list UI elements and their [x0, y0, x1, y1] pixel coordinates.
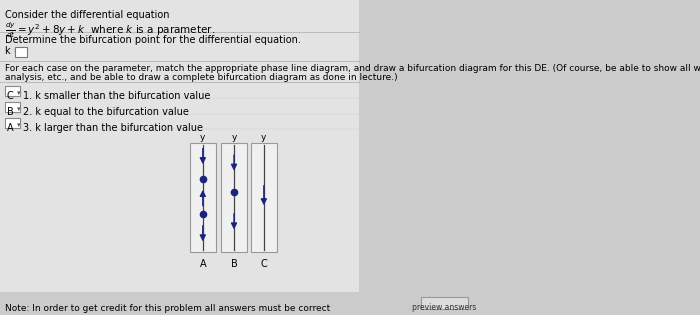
Text: ▾: ▾ — [17, 106, 20, 112]
Text: Note: In order to get credit for this problem all answers must be correct: Note: In order to get credit for this pr… — [6, 305, 330, 313]
Text: Consider the differential equation: Consider the differential equation — [6, 10, 170, 20]
Bar — [6, 102, 20, 112]
Bar — [15, 48, 27, 57]
Text: B: B — [230, 259, 237, 269]
Text: $\frac{dy}{dt} = y^2 + 8y + k$  where $k$ is a parameter.: $\frac{dy}{dt} = y^2 + 8y + k$ where $k$… — [6, 20, 216, 40]
Text: A: A — [199, 259, 206, 269]
Text: ▾: ▾ — [17, 90, 20, 96]
Bar — [6, 117, 20, 128]
Text: For each case on the parameter, match the appropriate phase line diagram, and dr: For each case on the parameter, match th… — [6, 64, 700, 73]
Text: y: y — [231, 133, 237, 142]
Bar — [221, 143, 247, 252]
Text: ▾: ▾ — [17, 122, 20, 128]
Text: 3. k larger than the bifurcation value: 3. k larger than the bifurcation value — [23, 123, 203, 133]
Text: 1. k smaller than the bifurcation value: 1. k smaller than the bifurcation value — [23, 91, 211, 101]
Text: preview answers: preview answers — [412, 303, 477, 312]
Bar — [6, 86, 20, 96]
Bar — [421, 296, 468, 309]
Text: y: y — [261, 133, 267, 142]
Text: A: A — [7, 123, 13, 133]
Text: C: C — [7, 91, 13, 101]
Text: 2. k equal to the bifurcation value: 2. k equal to the bifurcation value — [23, 107, 189, 117]
Bar — [190, 143, 216, 252]
Bar — [251, 143, 276, 252]
Text: y: y — [200, 133, 206, 142]
Text: B: B — [7, 107, 13, 117]
Text: analysis, etc., and be able to draw a complete bifurcation diagram as done in le: analysis, etc., and be able to draw a co… — [6, 73, 398, 82]
Bar — [0, 0, 360, 292]
Text: C: C — [260, 259, 267, 269]
Text: k =: k = — [6, 46, 22, 56]
Text: Determine the bifurcation point for the differential equation.: Determine the bifurcation point for the … — [6, 35, 301, 45]
